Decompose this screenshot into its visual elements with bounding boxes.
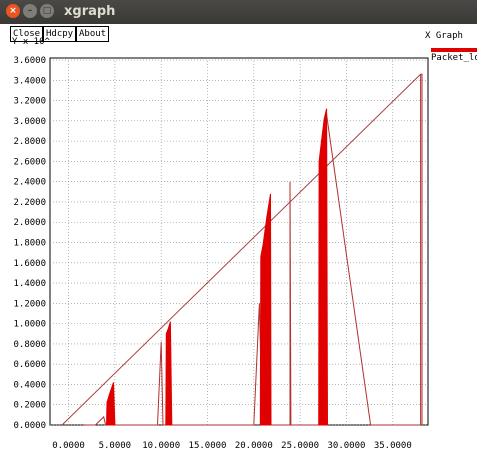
series-burst [166,322,172,425]
y-tick-label: 0.0000 [13,421,46,431]
y-tick-label: 0.2000 [13,401,46,411]
x-tick-label: 20.0000 [235,441,273,451]
y-tick-label: 3.2000 [13,97,46,107]
plot-frame [50,58,428,425]
x-tick-label: 5.0000 [99,441,132,451]
y-tick-label: 3.0000 [13,117,46,127]
y-tick-label: 1.8000 [13,239,46,249]
y-tick-label: 1.2000 [13,299,46,309]
y-tick-label: 0.4000 [13,380,46,390]
y-tick-label: 0.6000 [13,360,46,370]
series-burst [107,382,115,425]
y-tick-label: 0.8000 [13,340,46,350]
y-tick-label: 1.6000 [13,259,46,269]
x-tick-label: 25.0000 [281,441,319,451]
y-tick-label: 1.4000 [13,279,46,289]
y-tick-label: 3.6000 [13,56,46,66]
series-diagonal-line [62,74,421,425]
x-tick-label: 15.0000 [189,441,227,451]
x-tick-label: 30.0000 [328,441,366,451]
x-tick-label: 35.0000 [374,441,412,451]
y-tick-label: 2.2000 [13,198,46,208]
y-tick-label: 2.8000 [13,137,46,147]
x-tick-label: 10.0000 [142,441,180,451]
series-trace-line [84,74,422,425]
series-burst [260,194,271,425]
y-tick-label: 3.4000 [13,76,46,86]
y-tick-label: 2.6000 [13,157,46,167]
x-tick-label: 0.0000 [52,441,85,451]
y-tick-label: 2.0000 [13,218,46,228]
y-tick-label: 2.4000 [13,178,46,188]
series-burst [319,109,328,425]
y-tick-label: 1.0000 [13,320,46,330]
